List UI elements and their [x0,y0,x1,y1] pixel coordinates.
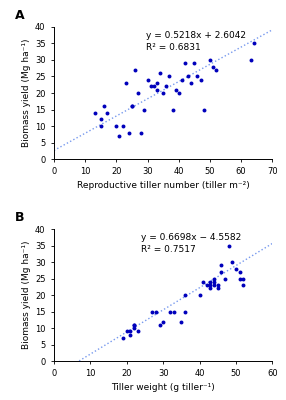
Point [130,103,134,110]
Point [168,308,173,315]
Point [211,63,215,70]
Text: A: A [15,9,24,22]
Point [117,133,122,139]
Point [180,76,184,83]
Point [230,259,235,265]
Point [212,275,217,282]
Point [92,110,97,116]
Point [150,308,154,315]
Point [234,266,238,272]
Point [128,332,133,338]
Point [176,90,181,96]
Point [155,86,159,93]
Point [223,275,227,282]
Point [132,322,136,328]
Point [158,70,162,76]
Point [114,123,119,129]
Point [145,76,150,83]
Point [186,73,190,80]
Point [179,318,184,325]
Point [105,110,109,116]
Y-axis label: Biomass yield (Mg ha⁻¹): Biomass yield (Mg ha⁻¹) [22,241,31,349]
Point [204,282,209,288]
Point [183,60,187,66]
Point [195,73,200,80]
Point [126,130,131,136]
Point [161,90,165,96]
Point [148,83,153,90]
Point [192,60,197,66]
Point [135,328,140,335]
Point [208,57,212,63]
Point [241,282,245,288]
Point [170,106,175,113]
Point [208,282,213,288]
Point [183,308,187,315]
Point [227,242,231,249]
Y-axis label: Biomass yield (Mg ha⁻¹): Biomass yield (Mg ha⁻¹) [22,39,31,147]
Text: y = 0.5218x + 2.6042
R² = 0.6831: y = 0.5218x + 2.6042 R² = 0.6831 [146,31,246,52]
Point [167,73,172,80]
Point [173,86,178,93]
Point [124,80,128,86]
Point [214,67,219,73]
Point [237,275,242,282]
Point [128,328,133,335]
Point [183,292,187,298]
Point [136,90,140,96]
Point [248,57,253,63]
Point [161,318,165,325]
Point [120,123,125,129]
Point [208,279,213,285]
Point [172,308,176,315]
Point [124,328,129,335]
X-axis label: Reproductive tiller number (tiller m⁻²): Reproductive tiller number (tiller m⁻²) [77,180,249,190]
Point [189,80,194,86]
Point [121,335,125,341]
Point [197,292,202,298]
Point [164,83,168,90]
Point [251,40,256,47]
X-axis label: Tiller weight (g tiller⁻¹): Tiller weight (g tiller⁻¹) [111,383,215,392]
Point [139,130,144,136]
Point [241,275,245,282]
Point [198,76,203,83]
Point [237,269,242,275]
Point [219,269,224,275]
Text: B: B [15,211,24,224]
Point [154,308,158,315]
Point [157,322,162,328]
Point [152,83,156,90]
Point [132,325,136,331]
Point [212,279,217,285]
Point [102,103,106,110]
Point [201,279,205,285]
Point [98,116,103,123]
Point [215,282,220,288]
Point [133,67,137,73]
Point [219,262,224,268]
Point [208,285,213,292]
Point [132,322,136,328]
Point [142,106,147,113]
Text: y = 0.6698x − 4.5582
R² = 0.7517: y = 0.6698x − 4.5582 R² = 0.7517 [141,233,242,254]
Point [98,123,103,129]
Point [130,103,134,110]
Point [215,285,220,292]
Point [201,106,206,113]
Point [155,80,159,86]
Point [212,282,217,288]
